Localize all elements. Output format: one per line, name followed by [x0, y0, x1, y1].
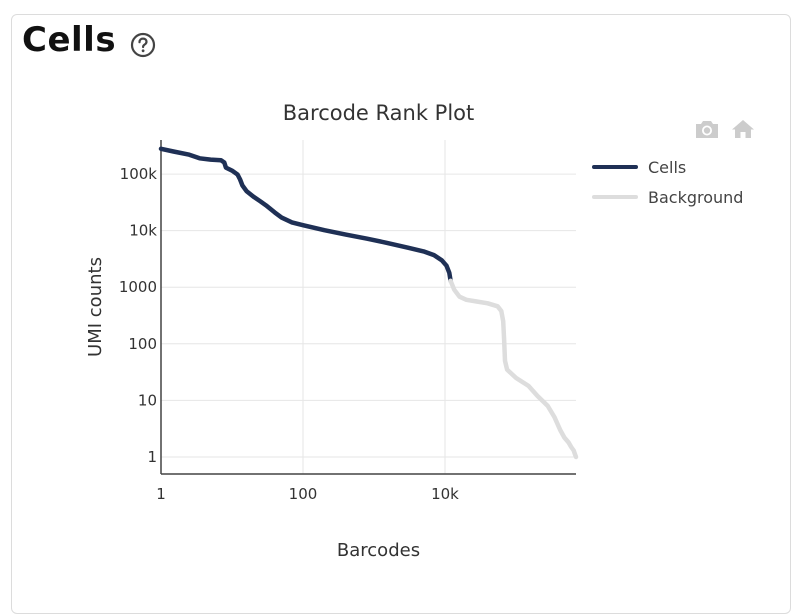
legend-item-background[interactable]: Background [592, 182, 743, 212]
legend-swatch-background [592, 195, 638, 199]
chart-modebar [693, 117, 757, 141]
y-tick-label: 1000 [119, 278, 157, 296]
y-tick-label: 100 [128, 335, 157, 353]
x-axis-title: Barcodes [337, 540, 420, 561]
legend-item-cells[interactable]: Cells [592, 152, 743, 182]
card-header: Cells [22, 20, 156, 60]
help-circle-icon[interactable] [130, 32, 156, 58]
legend-label-background: Background [648, 187, 744, 207]
x-tick-label: 10k [431, 485, 459, 503]
y-tick-label: 10k [129, 222, 157, 240]
card-title: Cells [22, 20, 117, 60]
y-axis-title: UMI counts [85, 257, 106, 357]
chart-legend: Cells Background [592, 152, 743, 212]
legend-label-cells: Cells [648, 157, 687, 177]
series-line-background [448, 278, 579, 460]
legend-swatch-cells [592, 165, 638, 169]
chart-title: Barcode Rank Plot [283, 101, 475, 125]
x-tick-label: 100 [289, 485, 318, 503]
y-tick-label: 10 [138, 391, 157, 409]
cells-card [11, 14, 791, 614]
y-tick-label: 100k [120, 165, 158, 183]
x-tick-label: 1 [156, 485, 166, 503]
y-tick-label: 1 [147, 448, 157, 466]
home-icon[interactable] [729, 117, 757, 141]
series-line-cells [158, 146, 453, 284]
camera-icon[interactable] [693, 117, 721, 141]
barcode-rank-chart: 1 100 10k 1 10 100 1000 10k 100k Barcode Rank Plo… [85, 101, 579, 561]
